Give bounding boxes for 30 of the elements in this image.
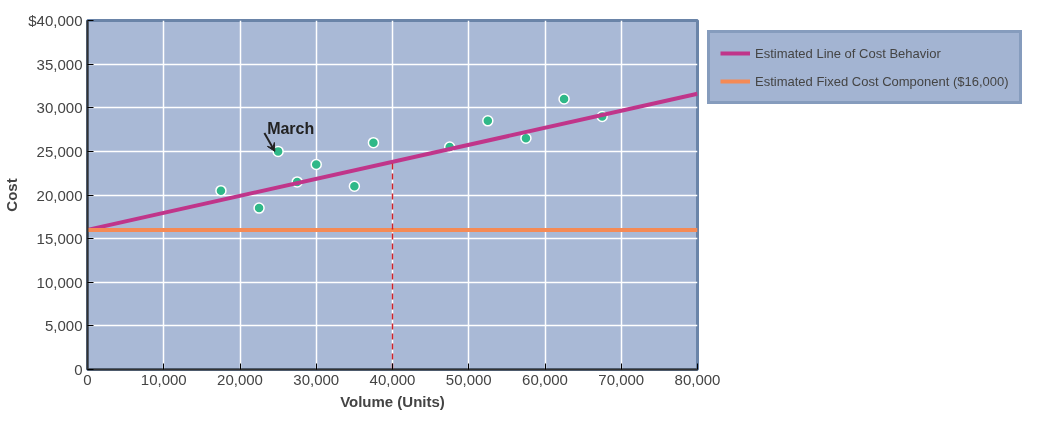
y-tick-label: 25,000 — [36, 142, 83, 160]
y-tick-label: 30,000 — [36, 99, 83, 117]
x-tick-label: 30,000 — [293, 370, 340, 388]
x-tick-label: 60,000 — [522, 370, 568, 388]
point — [348, 180, 361, 193]
point — [310, 158, 322, 171]
y-tick-label: 35,000 — [36, 55, 83, 73]
y-tick-label: 20,000 — [36, 186, 83, 204]
point — [520, 132, 532, 145]
x-tick-label: 20,000 — [217, 370, 263, 388]
y-tick-label: 5,000 — [44, 317, 83, 335]
y-tick-label: $40,000 — [28, 12, 83, 29]
x-tick-label: 50,000 — [445, 370, 492, 388]
legend-label: Estimated Fixed Cost Component ($16,000) — [755, 72, 1009, 91]
point — [367, 136, 380, 149]
annotation: March — [267, 119, 315, 137]
y-tick-label: 10,000 — [36, 273, 83, 291]
point — [558, 93, 570, 105]
x-tick-label: 40,000 — [369, 370, 416, 388]
point — [253, 202, 265, 214]
x-tick-label: 10,000 — [140, 370, 187, 388]
x-axis-title: Volume (Units) — [340, 392, 445, 410]
legend-label: Estimated Line of Cost Behavior — [755, 44, 941, 63]
point — [482, 115, 494, 127]
y-tick-label: 15,000 — [36, 230, 83, 248]
point — [215, 184, 227, 197]
x-tick-label: 70,000 — [598, 370, 645, 388]
y-axis-title: Cost — [3, 178, 21, 212]
point — [272, 145, 284, 158]
x-tick-label: 80,000 — [674, 370, 721, 388]
